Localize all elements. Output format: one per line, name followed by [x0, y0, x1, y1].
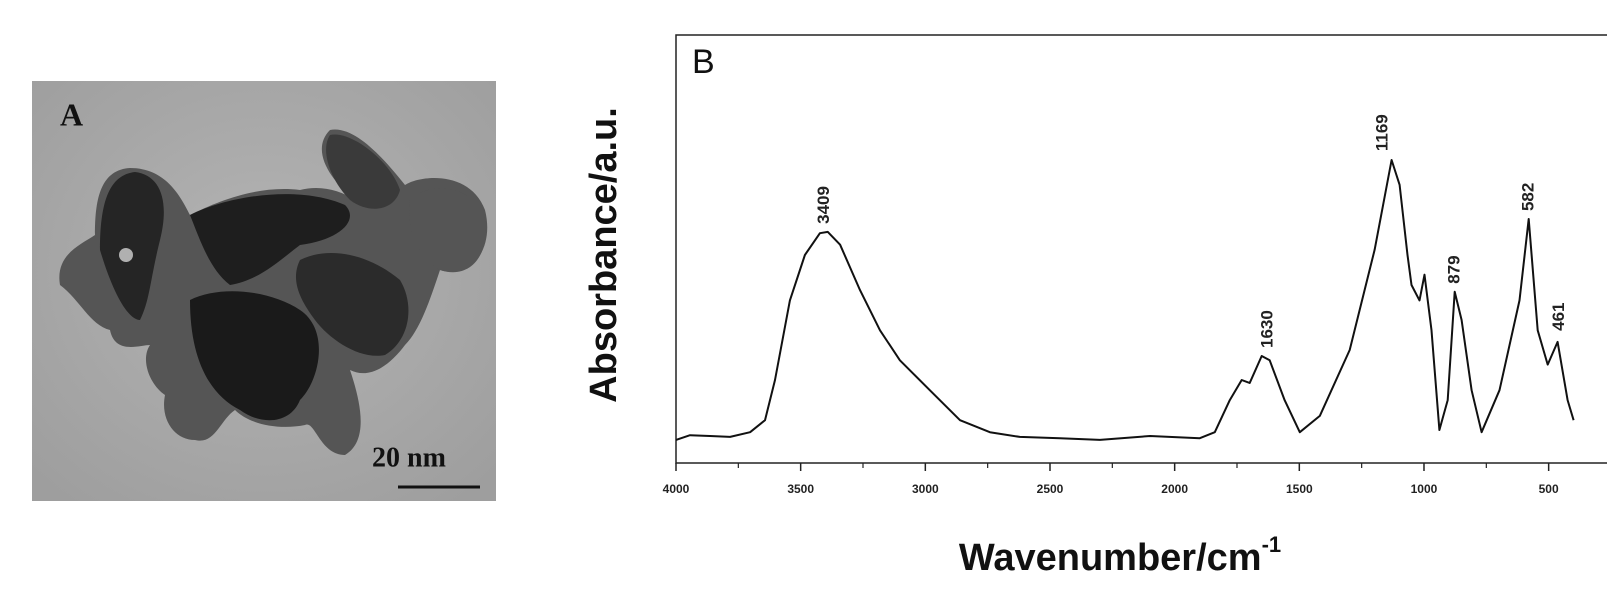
- particle: [326, 134, 400, 209]
- y-axis-label: Absorbance/a.u.: [583, 107, 625, 403]
- x-axis-label: Wavenumber/cm-1: [959, 532, 1281, 579]
- peak-label: 3409: [814, 186, 833, 224]
- panel-label: A: [60, 96, 83, 132]
- particle-hole: [119, 248, 133, 262]
- tem-image: A 20 nm: [32, 81, 496, 501]
- peak-label: 879: [1445, 255, 1464, 283]
- x-tick-label: 1000: [1411, 482, 1438, 496]
- particle: [100, 172, 164, 320]
- particle: [295, 252, 409, 356]
- particle: [409, 188, 486, 273]
- peak-label: 1630: [1257, 310, 1276, 348]
- x-axis-label-text: Wavenumber/cm: [959, 537, 1262, 579]
- panel-label: B: [692, 43, 715, 81]
- x-axis-label-superscript: -1: [1262, 532, 1282, 557]
- plot-frame: [675, 34, 1607, 464]
- particle-cluster: [59, 129, 488, 456]
- particle: [190, 194, 350, 285]
- x-tick-label: 3000: [912, 482, 939, 496]
- spectrum-line: [675, 159, 1575, 441]
- peak-label: 582: [1519, 183, 1538, 211]
- x-tick-label: 2000: [1161, 482, 1188, 496]
- x-tick-label: 500: [1539, 482, 1559, 496]
- x-tick-label: 1500: [1286, 482, 1313, 496]
- peak-label: 1169: [1372, 114, 1391, 151]
- x-tick-label: 4000: [663, 482, 690, 496]
- peak-label: 461: [1549, 303, 1568, 331]
- x-tick-label: 2500: [1037, 482, 1064, 496]
- scale-bar-label: 20 nm: [372, 442, 446, 473]
- x-tick-label: 3500: [787, 482, 814, 496]
- particle: [190, 291, 319, 421]
